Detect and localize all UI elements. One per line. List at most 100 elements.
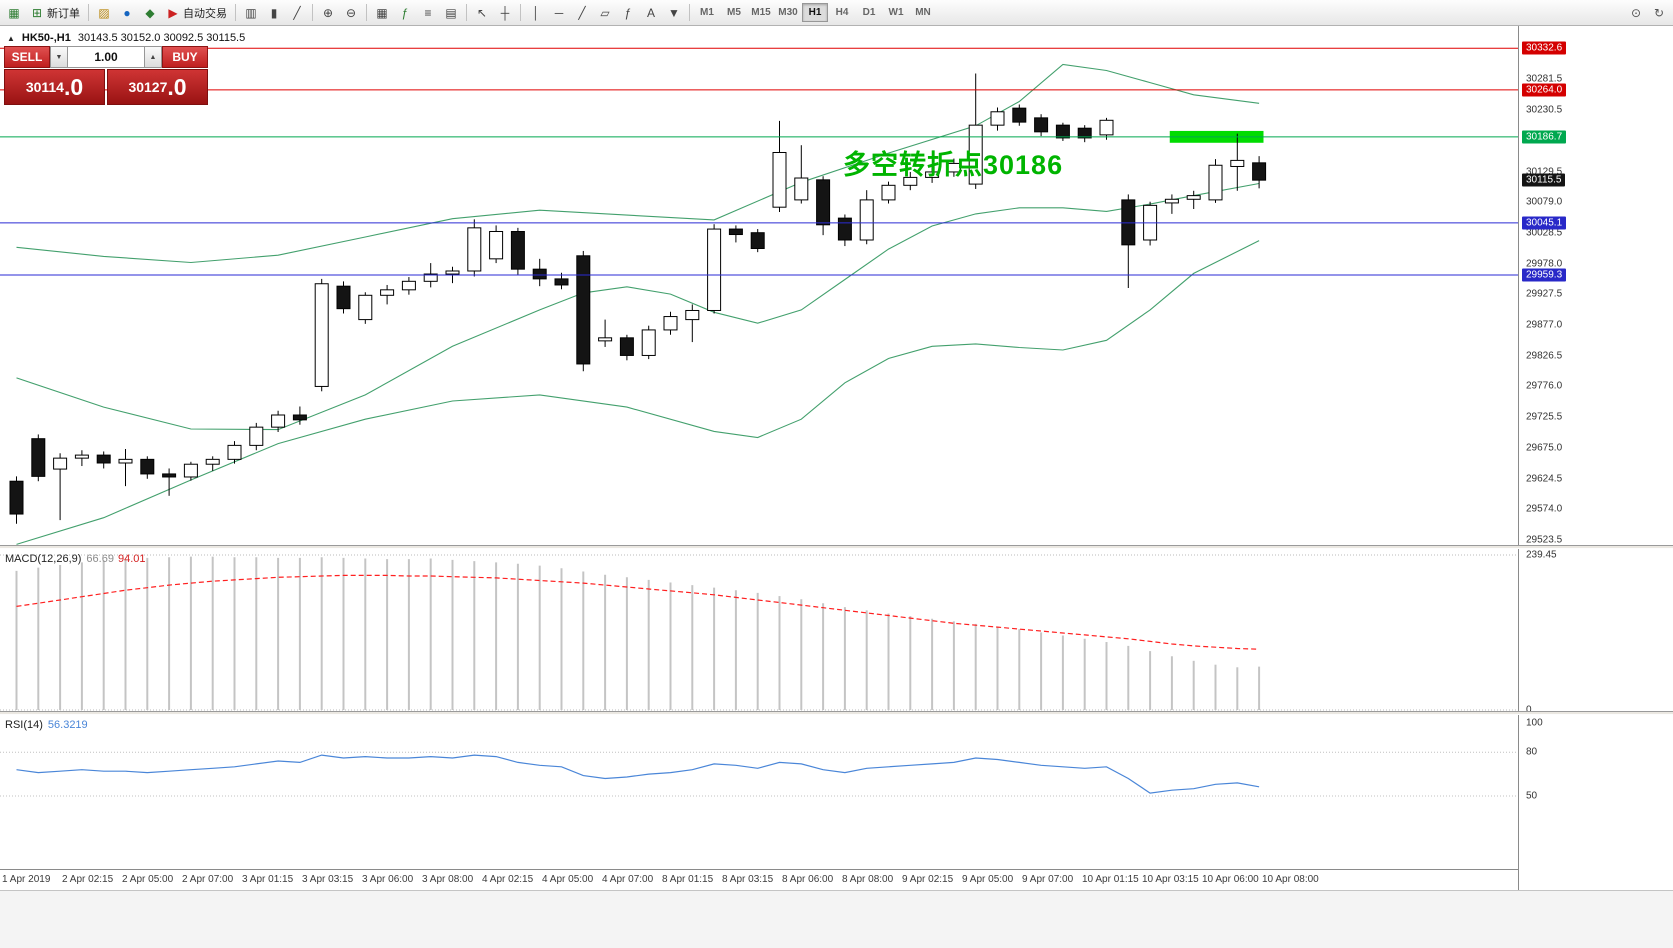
toolbar: ▦ ⊞ 新订单 ▨ ● ◆ ▶ 自动交易 ▥ ▮ ╱ ⊕ ⊖ ▦ ƒ ≡ ▤ ↖ ┼ │ ─ ╱ ▱ ƒ A ▼ M1 M5 M15 M3… bbox=[0, 0, 1673, 26]
channel-icon: ▱ bbox=[600, 5, 610, 20]
autotrade-button[interactable]: ▶ 自动交易 bbox=[162, 3, 231, 23]
candle bbox=[205, 456, 220, 471]
volume-decrease-button[interactable]: ▼ bbox=[50, 46, 68, 68]
time-label: 3 Apr 06:00 bbox=[362, 874, 414, 885]
arrows-button[interactable]: ▼ bbox=[663, 3, 685, 23]
new-chart-icon: ▦ bbox=[8, 5, 20, 20]
timeframe-button-D1[interactable]: D1 bbox=[862, 7, 876, 18]
bar-chart-button[interactable]: ▥ bbox=[240, 3, 262, 23]
price-scale-label: 30230.5 bbox=[1526, 104, 1563, 116]
panel-divider[interactable] bbox=[0, 711, 1673, 715]
sell-button[interactable]: SELL bbox=[4, 46, 50, 68]
candle bbox=[707, 224, 722, 314]
new-order-button[interactable]: ⊞ 新订单 bbox=[26, 3, 84, 23]
candle bbox=[903, 171, 918, 191]
main-chart-canvas[interactable] bbox=[0, 26, 1518, 545]
timeframe-button-M30[interactable]: M30 bbox=[778, 7, 798, 18]
text-button[interactable]: A bbox=[640, 3, 662, 23]
candle bbox=[837, 214, 852, 247]
rsi-panel[interactable] bbox=[0, 715, 1518, 869]
candle bbox=[641, 325, 656, 360]
macd-scale-label: 239.45 bbox=[1526, 549, 1557, 561]
fibonacci-button[interactable]: ƒ bbox=[617, 3, 639, 23]
price-line-label: 30186.7 bbox=[1522, 130, 1567, 144]
candle bbox=[358, 292, 373, 324]
volume-increase-button[interactable]: ▲ bbox=[144, 46, 162, 68]
trendline-button[interactable]: ╱ bbox=[571, 3, 593, 23]
toolbar-separator bbox=[235, 4, 236, 21]
price-scale-label: 30028.5 bbox=[1526, 227, 1563, 239]
text-icon: A bbox=[646, 5, 655, 20]
candle bbox=[728, 225, 743, 243]
time-label: 2 Apr 02:15 bbox=[62, 874, 114, 885]
line-chart-button[interactable]: ╱ bbox=[286, 3, 308, 23]
rsi-scale-label: 80 bbox=[1526, 746, 1538, 758]
time-label: 2 Apr 07:00 bbox=[182, 874, 234, 885]
price-scale-label: 30129.5 bbox=[1526, 166, 1563, 178]
time-label: 4 Apr 05:00 bbox=[542, 874, 594, 885]
vertical-line-button[interactable]: │ bbox=[525, 3, 547, 23]
macd-panel[interactable] bbox=[0, 549, 1518, 711]
candle bbox=[1012, 104, 1027, 126]
new-chart-button[interactable]: ▦ bbox=[3, 3, 25, 23]
lower-band-line bbox=[16, 240, 1260, 545]
timeframe-button-M1[interactable]: M1 bbox=[700, 7, 714, 18]
timeframe-button-H1[interactable]: H1 bbox=[802, 3, 828, 22]
templates-button[interactable]: ▤ bbox=[440, 3, 462, 23]
bar-chart-icon: ▥ bbox=[245, 5, 257, 20]
candle bbox=[859, 190, 874, 245]
timeframe-button-H4[interactable]: H4 bbox=[835, 7, 849, 18]
zoom-out-button[interactable]: ⊖ bbox=[340, 3, 362, 23]
symbol-name: HK50-,H1 bbox=[21, 32, 71, 44]
candle bbox=[990, 107, 1005, 131]
cursor-button[interactable]: ↖ bbox=[471, 3, 493, 23]
candle bbox=[619, 334, 634, 361]
channel-button[interactable]: ▱ bbox=[594, 3, 616, 23]
buy-button[interactable]: BUY bbox=[162, 46, 208, 68]
timeframe-button-M5[interactable]: M5 bbox=[727, 7, 741, 18]
candle bbox=[74, 450, 89, 467]
collapse-icon[interactable]: ▲ bbox=[7, 33, 15, 43]
alerts-button[interactable]: ◆ bbox=[139, 3, 161, 23]
horizontal-line-button[interactable]: ─ bbox=[548, 3, 570, 23]
time-label: 9 Apr 05:00 bbox=[962, 874, 1014, 885]
buy-price-display[interactable]: 30127.0 bbox=[107, 69, 208, 105]
candle bbox=[598, 319, 613, 347]
tile-windows-button[interactable]: ▦ bbox=[371, 3, 393, 23]
time-label: 4 Apr 02:15 bbox=[482, 874, 534, 885]
rsi-scale-label: 50 bbox=[1526, 790, 1538, 802]
candle-chart-button[interactable]: ▮ bbox=[263, 3, 285, 23]
candle bbox=[772, 120, 787, 213]
account-button[interactable]: ● bbox=[116, 3, 138, 23]
time-label: 10 Apr 06:00 bbox=[1202, 874, 1259, 885]
periods-button[interactable]: ≡ bbox=[417, 3, 439, 23]
layouts-button[interactable]: ▨ bbox=[93, 3, 115, 23]
one-click-trading-panel: SELL ▼ ▲ BUY 30114.0 30127.0 bbox=[4, 46, 208, 105]
price-line-label: 30264.0 bbox=[1522, 83, 1567, 97]
panel-divider[interactable] bbox=[0, 545, 1673, 549]
help-button[interactable]: ↻ bbox=[1648, 3, 1670, 23]
candle bbox=[925, 165, 940, 183]
search-button[interactable]: ⊙ bbox=[1625, 3, 1647, 23]
timeframe-button-M15[interactable]: M15 bbox=[751, 7, 771, 18]
toolbar-button-label: 新订单 bbox=[47, 7, 80, 20]
candle bbox=[663, 311, 678, 335]
candle bbox=[31, 434, 46, 482]
candle bbox=[576, 250, 591, 372]
indicators-button[interactable]: ƒ bbox=[394, 3, 416, 23]
layouts-icon: ▨ bbox=[98, 5, 110, 20]
price-scale-label: 29574.0 bbox=[1526, 503, 1563, 515]
fibonacci-icon: ƒ bbox=[624, 5, 632, 20]
candle bbox=[162, 468, 177, 496]
line-chart-icon: ╱ bbox=[293, 5, 301, 20]
upper-band-line bbox=[16, 63, 1260, 264]
timeframe-button-MN[interactable]: MN bbox=[915, 7, 931, 18]
zoom-in-button[interactable]: ⊕ bbox=[317, 3, 339, 23]
crosshair-button[interactable]: ┼ bbox=[494, 3, 516, 23]
timeframe-button-W1[interactable]: W1 bbox=[888, 7, 904, 18]
status-area bbox=[0, 890, 1673, 948]
sell-price-display[interactable]: 30114.0 bbox=[4, 69, 105, 105]
candle bbox=[489, 225, 504, 264]
volume-input[interactable] bbox=[68, 46, 144, 68]
macd-histogram bbox=[15, 556, 1261, 710]
